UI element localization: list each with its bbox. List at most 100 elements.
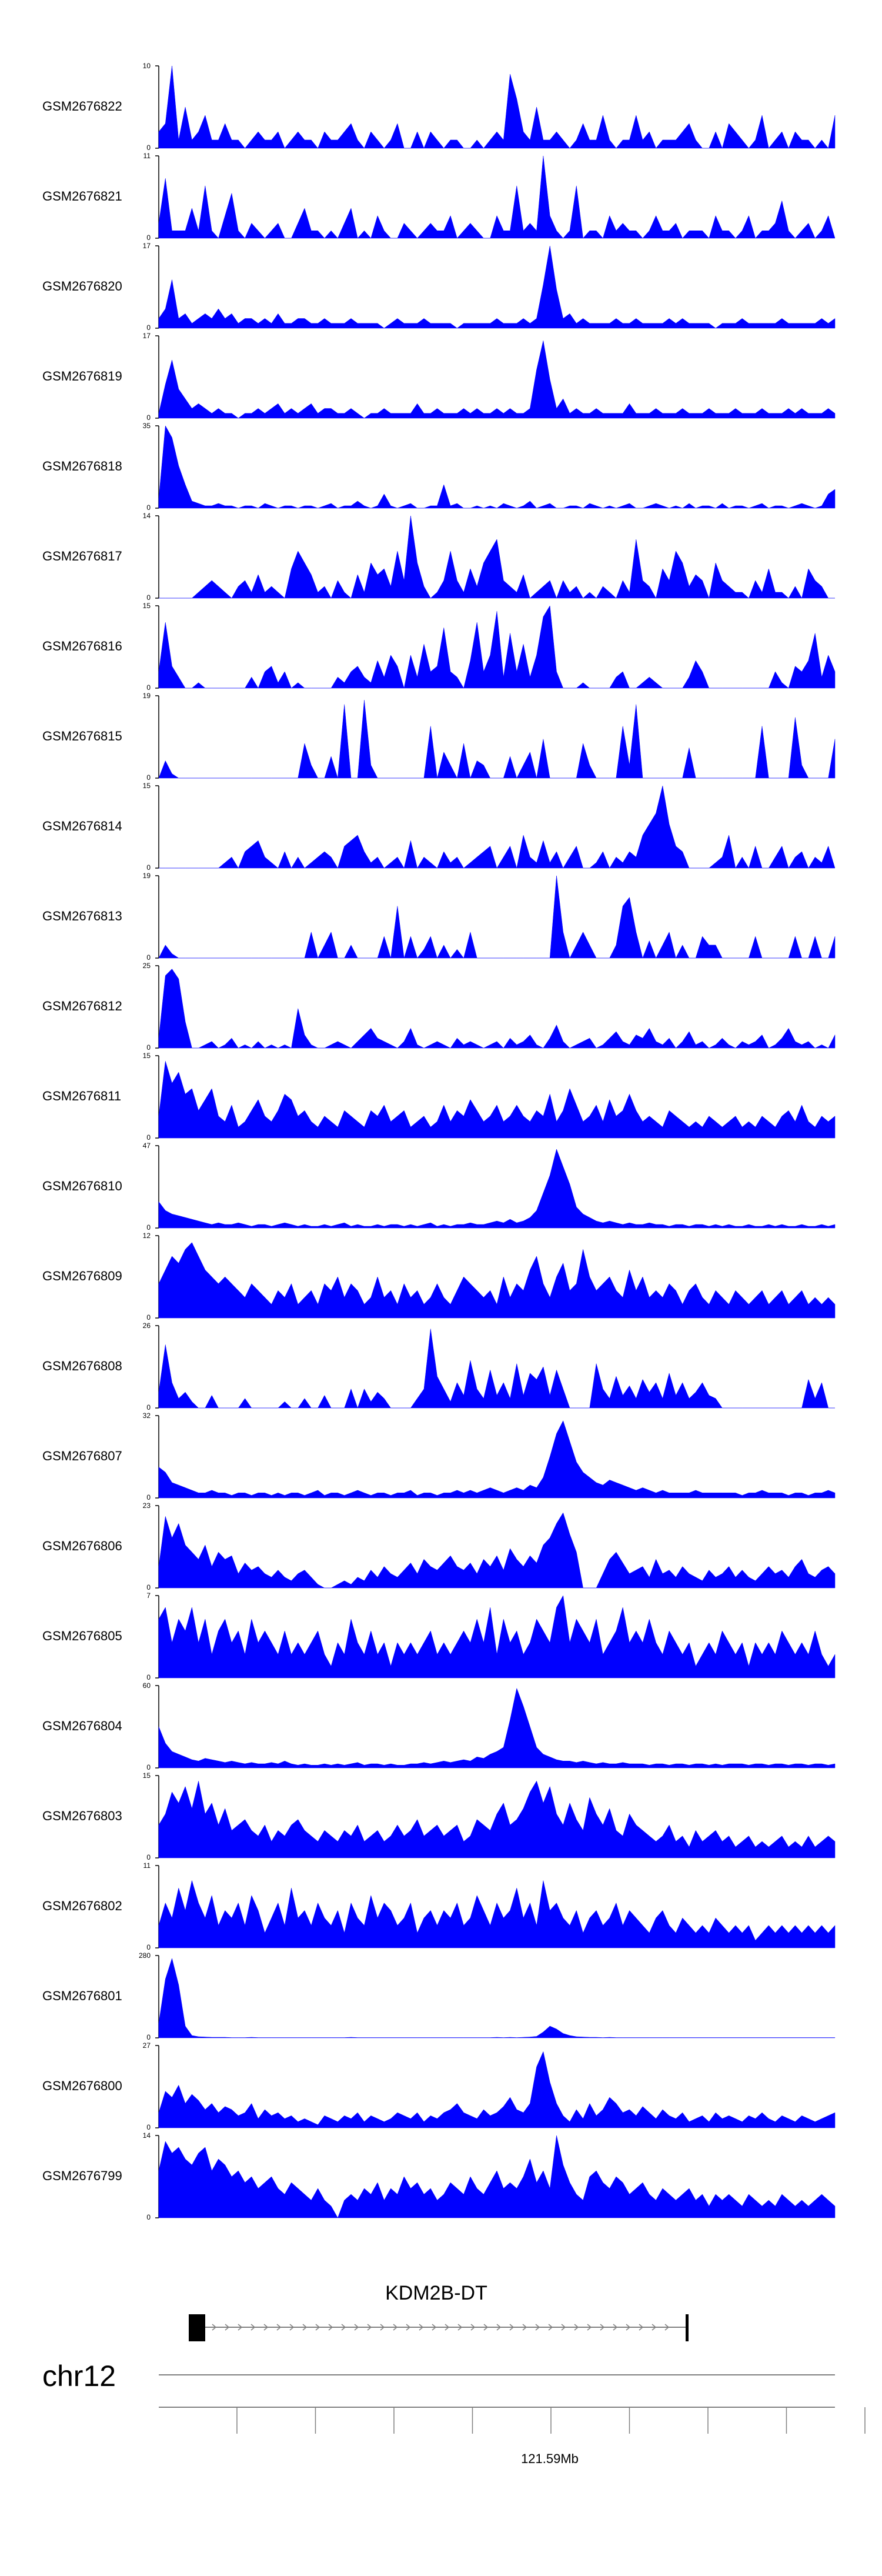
y-min-label: 0 — [146, 323, 151, 332]
track-GSM2676813: GSM2676813 19 0 — [42, 872, 836, 962]
y-min-label: 0 — [146, 1493, 151, 1501]
y-max-label: 11 — [143, 1861, 151, 1870]
coverage-area — [158, 700, 836, 779]
coverage-area — [158, 341, 836, 419]
coverage-area — [158, 875, 836, 959]
sample-label: GSM2676800 — [42, 2078, 122, 2093]
y-min-label: 0 — [146, 773, 151, 782]
sample-label: GSM2676809 — [42, 1269, 122, 1283]
strand-arrow — [587, 2324, 592, 2331]
y-min-label: 0 — [146, 413, 151, 422]
strand-arrow — [535, 2324, 540, 2331]
y-min-label: 0 — [146, 1043, 151, 1052]
sample-label: GSM2676821 — [42, 189, 122, 203]
y-min-label: 0 — [146, 1313, 151, 1322]
y-max-label: 14 — [143, 2131, 151, 2140]
chromosome-axis: chr12 121.59Mb — [42, 2360, 866, 2466]
sample-label: GSM2676819 — [42, 369, 122, 383]
sample-label: GSM2676814 — [42, 819, 122, 833]
strand-arrow — [328, 2324, 333, 2331]
gene-track: KDM2B-DT — [189, 2282, 689, 2341]
strand-arrow — [250, 2324, 256, 2331]
strand-arrow — [419, 2324, 424, 2331]
coverage-area — [158, 1780, 836, 1858]
track-GSM2676818: GSM2676818 35 0 — [42, 422, 836, 512]
y-max-label: 19 — [143, 872, 151, 880]
track-GSM2676810: GSM2676810 47 0 — [42, 1142, 836, 1232]
y-max-label: 15 — [143, 1771, 151, 1780]
sample-label: GSM2676815 — [42, 729, 122, 743]
coverage-area — [158, 1242, 836, 1319]
gene-exon-end — [686, 2314, 689, 2341]
strand-arrow — [561, 2324, 566, 2331]
coverage-area — [158, 969, 836, 1049]
track-GSM2676817: GSM2676817 14 0 — [42, 512, 835, 602]
y-min-label: 0 — [146, 863, 151, 872]
coverage-area — [158, 1958, 836, 2038]
coverage-area — [158, 1420, 836, 1499]
y-max-label: 11 — [143, 152, 151, 160]
track-GSM2676819: GSM2676819 17 0 — [42, 332, 836, 422]
y-min-label: 0 — [146, 1133, 151, 1142]
strand-arrow — [470, 2324, 476, 2331]
strand-arrow — [212, 2324, 217, 2331]
strand-arrow — [354, 2324, 359, 2331]
strand-arrow — [457, 2324, 463, 2331]
coverage-area — [158, 245, 836, 329]
sample-label: GSM2676806 — [42, 1539, 122, 1553]
strand-arrow — [393, 2324, 398, 2331]
track-GSM2676799: GSM2676799 14 0 — [42, 2131, 836, 2221]
y-max-label: 280 — [139, 1951, 151, 1960]
strand-arrow — [276, 2324, 282, 2331]
y-min-label: 0 — [146, 1853, 151, 1861]
y-min-label: 0 — [146, 1673, 151, 1681]
strand-arrow — [289, 2324, 295, 2331]
axis-ticks — [236, 2407, 866, 2434]
sample-label: GSM2676811 — [42, 1089, 121, 1103]
strand-arrow — [639, 2324, 644, 2331]
coverage-tracks: GSM2676822100GSM2676821110GSM2676820170G… — [42, 62, 836, 2221]
strand-arrow — [406, 2324, 411, 2331]
strand-arrow — [432, 2324, 437, 2331]
strand-arrow — [496, 2324, 502, 2331]
sample-label: GSM2676803 — [42, 1808, 122, 1823]
gene-strand-arrows — [212, 2324, 670, 2331]
y-max-label: 14 — [143, 512, 151, 520]
y-min-label: 0 — [146, 953, 151, 962]
y-min-label: 0 — [146, 233, 151, 242]
y-max-label: 27 — [143, 2041, 151, 2050]
track-GSM2676801: GSM2676801 280 0 — [42, 1951, 836, 2041]
coverage-area — [158, 1880, 836, 1948]
y-min-label: 0 — [146, 1583, 151, 1591]
y-min-label: 0 — [146, 1943, 151, 1951]
y-min-label: 0 — [146, 1223, 151, 1232]
track-GSM2676805: GSM2676805 7 0 — [42, 1591, 836, 1681]
track-GSM2676822: GSM2676822 10 0 — [42, 62, 836, 152]
gene-name-label: KDM2B-DT — [385, 2282, 487, 2304]
y-min-label: 0 — [146, 2123, 151, 2131]
gene-exon-start — [189, 2314, 205, 2341]
y-max-label: 19 — [143, 692, 151, 700]
coverage-area — [158, 1061, 836, 1139]
strand-arrow — [522, 2324, 527, 2331]
y-max-label: 15 — [143, 602, 151, 610]
sample-label: GSM2676812 — [42, 999, 122, 1013]
y-max-label: 10 — [143, 62, 151, 70]
coverage-area — [158, 605, 836, 689]
y-min-label: 0 — [146, 503, 151, 512]
track-GSM2676806: GSM2676806 23 0 — [42, 1501, 836, 1591]
strand-arrow — [626, 2324, 631, 2331]
sample-label: GSM2676820 — [42, 279, 122, 293]
sample-label: GSM2676818 — [42, 459, 122, 473]
y-max-label: 17 — [143, 242, 151, 250]
strand-arrow — [225, 2324, 230, 2331]
coverage-area — [158, 1687, 836, 1769]
y-min-label: 0 — [146, 144, 151, 152]
strand-arrow — [483, 2324, 489, 2331]
strand-arrow — [263, 2324, 269, 2331]
y-min-label: 0 — [146, 2213, 151, 2221]
sample-label: GSM2676813 — [42, 909, 122, 923]
strand-arrow — [548, 2324, 553, 2331]
track-GSM2676815: GSM2676815 19 0 — [42, 692, 836, 782]
strand-arrow — [445, 2324, 450, 2331]
